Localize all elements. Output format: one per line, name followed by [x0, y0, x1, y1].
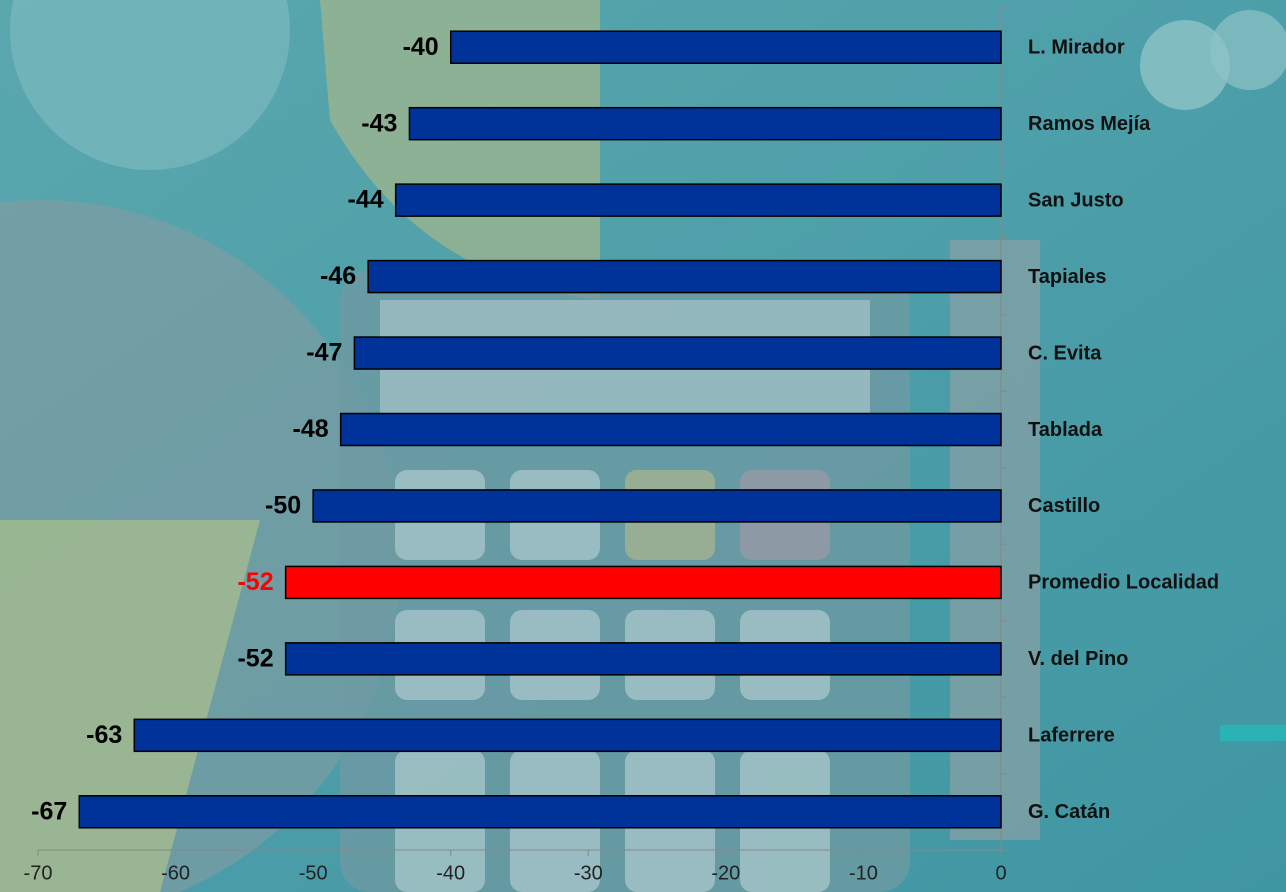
- value-label: -50: [265, 492, 301, 520]
- category-label: Castillo: [1028, 495, 1100, 517]
- bar: [286, 566, 1001, 598]
- category-label: Laferrere: [1028, 725, 1115, 747]
- bar: [396, 184, 1001, 216]
- bar: [451, 31, 1001, 63]
- chart: -70 -60 -50 -40 -30 -20 -10 0 L. Mirador -40 Ramos…: [0, 0, 1286, 892]
- value-label: -67: [31, 797, 67, 825]
- bar: [409, 108, 1001, 140]
- x-tick-label: -10: [849, 862, 878, 884]
- category-label: Ramos Mejía: [1028, 113, 1151, 135]
- value-label: -44: [348, 186, 384, 214]
- bar: [341, 414, 1001, 446]
- value-label: -43: [361, 109, 397, 137]
- value-label: -52: [237, 568, 273, 596]
- value-label: -47: [306, 339, 342, 367]
- category-label: G. Catán: [1028, 801, 1110, 823]
- category-label: V. del Pino: [1028, 648, 1128, 670]
- category-label: Tapiales: [1028, 266, 1107, 288]
- bar: [79, 796, 1001, 828]
- bar: [368, 261, 1001, 293]
- category-label: Tablada: [1028, 419, 1103, 441]
- x-tick-label: -20: [711, 862, 740, 884]
- category-label: L. Mirador: [1028, 37, 1125, 59]
- value-label: -40: [403, 33, 439, 61]
- x-tick-label: -50: [299, 862, 328, 884]
- x-tick-label: 0: [995, 862, 1006, 884]
- x-tick-label: -60: [161, 862, 190, 884]
- value-label: -63: [86, 721, 122, 749]
- value-label: -52: [237, 644, 273, 672]
- value-label: -46: [320, 262, 356, 290]
- category-label: Promedio Localidad: [1028, 572, 1219, 594]
- category-label: C. Evita: [1028, 342, 1102, 364]
- bar: [313, 490, 1001, 522]
- bar: [354, 337, 1001, 369]
- value-label: -48: [293, 415, 329, 443]
- category-label: San Justo: [1028, 189, 1124, 211]
- bar: [134, 719, 1001, 751]
- x-tick-label: -40: [436, 862, 465, 884]
- x-tick-label: -30: [574, 862, 603, 884]
- x-tick-label: -70: [24, 862, 53, 884]
- bar: [286, 643, 1001, 675]
